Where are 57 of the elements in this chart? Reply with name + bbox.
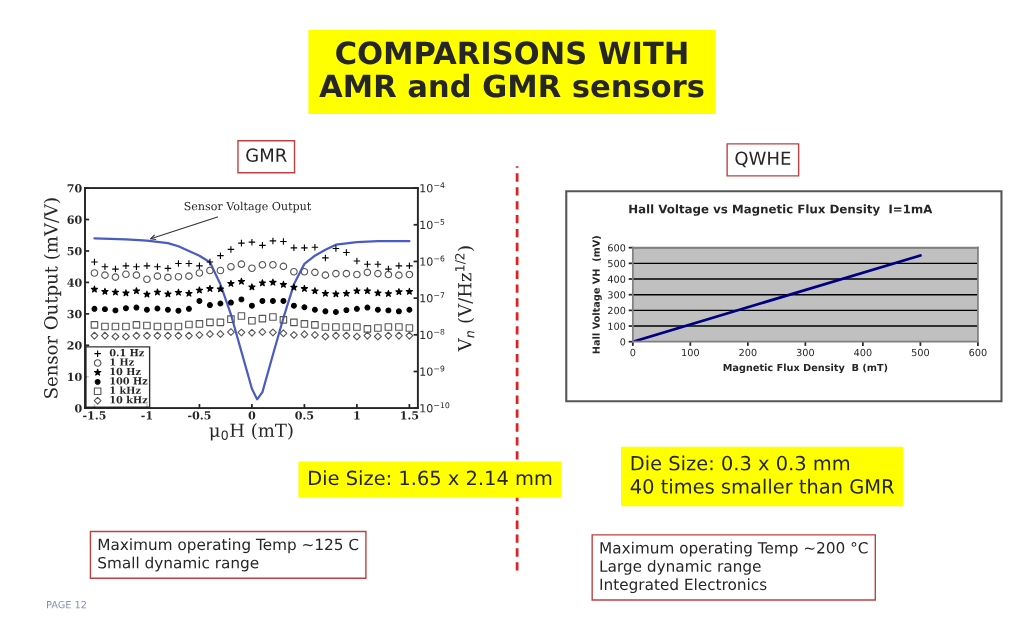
y-tick-label: 600 [608, 244, 626, 252]
y-axis-title: Hall Voltage VH (mV) [592, 236, 602, 354]
x-tick-label: 500 [911, 348, 930, 357]
y-tick-label: 0 [620, 338, 626, 346]
chart-subtitle: Hall Voltage vs Magnetic Flux Density I=1mA [629, 204, 933, 216]
legend-label: 10 Hz [110, 367, 141, 376]
x-tick-label: 400 [854, 348, 872, 357]
legend-label: 0.1 Hz [109, 348, 144, 357]
x-tick-label: 100 [682, 348, 699, 357]
y2-tick-label: 10$^{−6}$ [420, 255, 445, 266]
y-tick-label: 500 [608, 259, 626, 268]
text: Maximum operating Temp ~200 °C Large dynamic range Integrated Electronics [600, 541, 868, 594]
text: Die Size: 0.3 x 0.3 mm 40 times smaller than GMR [630, 455, 895, 494]
y2-tick-label: 10$^{−9}$ [420, 365, 445, 376]
y-tick-label: 70 [67, 184, 82, 193]
y-tick-label: 0 [75, 404, 82, 413]
y2-tick-label: 10$^{−5}$ [420, 219, 445, 230]
y-tick-label: 40 [67, 278, 82, 287]
x-tick-label: 200 [739, 348, 757, 357]
y-axis-title: Sensor Output (mV/V) [43, 198, 62, 398]
y-tick-label: 200 [608, 306, 626, 315]
annotation: Sensor Voltage Output [184, 201, 312, 213]
text: COMPARISONS WITH AMR and GMR sensors [319, 41, 704, 98]
legend-label: 10 kHz [110, 395, 148, 404]
x-tick-label: 600 [969, 348, 987, 357]
x-tick-label: 300 [796, 348, 815, 357]
y-tick-label: 20 [67, 341, 82, 350]
text: Maximum operating Temp ~125 C Small dynamic range [98, 538, 359, 572]
x-tick-label: 1.5 [401, 411, 419, 420]
y-tick-label: 300 [608, 291, 626, 299]
y2-axis-title: V$_{n}$ (V/Hz$^{1/2}$) [455, 246, 475, 352]
x-tick-label: 1 [354, 411, 360, 420]
chart-title: QWHE [735, 151, 791, 168]
y-tick-label: 10 [68, 372, 82, 382]
x-tick-label: -1.5 [83, 411, 106, 420]
y2-tick-label: 10$^{−4}$ [420, 182, 445, 193]
y-tick-label: 100 [608, 322, 626, 330]
x-tick-label: -1 [141, 411, 152, 420]
text: Die Size: 1.65 x 2.14 mm [309, 470, 552, 486]
x-axis-title: μ$_{0}$H (mT) [209, 423, 293, 441]
x-tick-label: -0.5 [188, 411, 211, 420]
legend-label: 100 Hz [110, 377, 148, 385]
x-tick-label: 0 [248, 411, 256, 420]
y-tick-label: 50 [67, 246, 82, 256]
x-tick-label: 0.5 [295, 411, 314, 420]
y2-tick-label: 10$^{−7}$ [420, 292, 445, 303]
y2-tick-label: 10$^{−10}$ [420, 402, 450, 413]
x-axis-title: Magnetic Flux Density B (mT) [723, 363, 888, 374]
y2-tick-label: 10$^{−8}$ [420, 328, 445, 340]
chart-title: GMR [246, 148, 287, 162]
y-tick-label: 60 [67, 215, 82, 224]
legend-label: 1 kHz [110, 386, 141, 394]
x-tick-label: 0 [630, 348, 636, 357]
y-tick-label: 400 [607, 275, 626, 283]
y-tick-label: 30 [67, 309, 82, 319]
legend-label: 1 Hz [110, 358, 134, 366]
text: PAGE 12 [47, 600, 86, 609]
